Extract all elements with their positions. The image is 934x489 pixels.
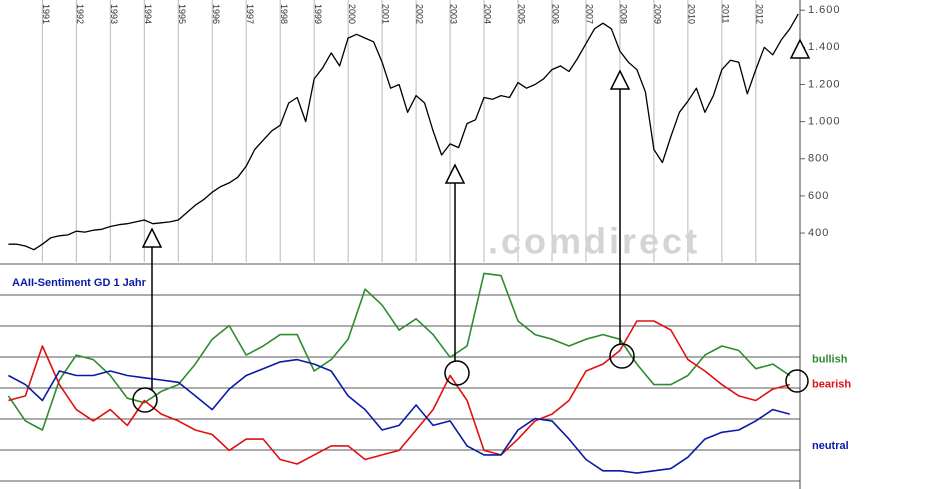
x-tick-label: 2002 bbox=[415, 4, 425, 24]
y-tick-label: 1.600 bbox=[808, 4, 841, 16]
plot-layer: 1991 1992 1993 1994 1995 1996 1997 1998 1999 2000… bbox=[0, 0, 851, 489]
x-tick-label: 1991 bbox=[41, 4, 51, 24]
x-tick-label: 1998 bbox=[279, 4, 289, 24]
data-line bbox=[8, 13, 799, 251]
data-line bbox=[8, 320, 791, 465]
y-tick-label: 600 bbox=[808, 190, 829, 202]
x-tick-label: 2012 bbox=[754, 4, 764, 24]
y-tick-label: 1.400 bbox=[808, 41, 841, 53]
triangle bbox=[141, 227, 163, 248]
x-tick-label: 2003 bbox=[449, 4, 459, 24]
x-tick-label: 2009 bbox=[653, 4, 663, 24]
y-tick-label: 1.200 bbox=[808, 78, 841, 90]
x-tick-label: 1994 bbox=[143, 4, 153, 24]
x-tick-label: 2010 bbox=[687, 4, 697, 24]
triangle bbox=[609, 69, 631, 90]
annotations bbox=[132, 38, 811, 413]
x-tick-label: 2006 bbox=[551, 4, 561, 24]
circle bbox=[785, 369, 809, 393]
x-tick-label: 1997 bbox=[245, 4, 255, 24]
x-tick-label: 2001 bbox=[381, 4, 391, 24]
y-tick-label: 800 bbox=[808, 153, 829, 165]
x-tick-label: 2008 bbox=[619, 4, 629, 24]
legend-label: bearish bbox=[812, 378, 851, 390]
triangle bbox=[444, 163, 466, 184]
legend-label: neutral bbox=[812, 440, 849, 452]
y-tick-label: 1.000 bbox=[808, 116, 841, 128]
y-tick-label: 400 bbox=[808, 227, 829, 239]
watermark: .comdirect bbox=[488, 221, 700, 262]
x-tick-label: 1993 bbox=[109, 4, 119, 24]
x-tick-label: 2011 bbox=[720, 4, 730, 23]
x-tick-label: 1996 bbox=[211, 4, 221, 24]
x-tick-label: 2004 bbox=[483, 4, 493, 24]
x-tick-label: 2007 bbox=[585, 4, 595, 24]
x-tick-label: 2000 bbox=[347, 4, 357, 24]
panel-title: AAII-Sentiment GD 1 Jahr bbox=[12, 277, 147, 289]
x-tick-label: 1995 bbox=[177, 4, 187, 24]
triangle bbox=[789, 38, 811, 59]
data-line bbox=[7, 272, 791, 431]
x-tick-label: 1999 bbox=[313, 4, 323, 24]
circle bbox=[609, 343, 635, 369]
x-tick-label: 1992 bbox=[75, 4, 85, 24]
legend-label: bullish bbox=[812, 353, 848, 365]
data-line bbox=[8, 358, 791, 474]
circle bbox=[132, 387, 158, 413]
x-tick-label: 2005 bbox=[517, 4, 527, 24]
circle bbox=[444, 360, 470, 386]
